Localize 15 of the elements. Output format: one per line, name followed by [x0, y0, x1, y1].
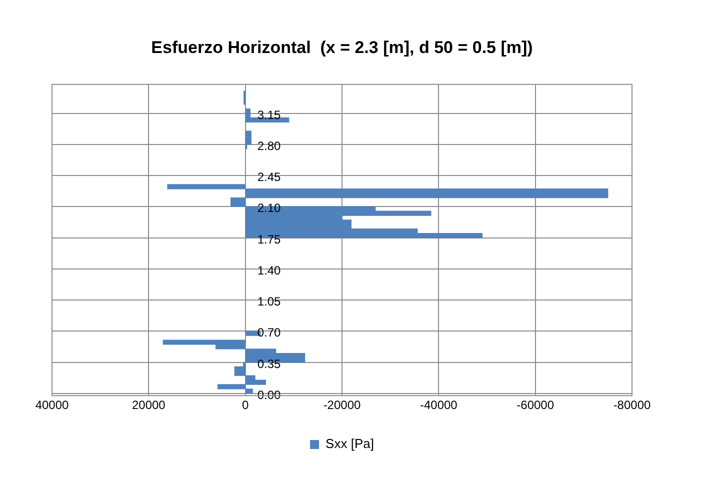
y-tick-label: 1.05 — [257, 294, 282, 309]
y-tick-label: 0.00 — [257, 388, 282, 402]
x-tick-label: -80000 — [613, 398, 652, 412]
x-tick-label: 40000 — [35, 398, 70, 412]
y-tick-label: 0.70 — [257, 326, 282, 340]
x-tick-label: 0 — [242, 398, 249, 412]
y-tick-label: 2.80 — [257, 138, 282, 153]
x-tick-label: -20000 — [323, 398, 362, 412]
chart-title: Esfuerzo Horizontal (x = 2.3 [m], d 50 = 0.5 [m]) — [151, 38, 533, 57]
x-tick-label: -40000 — [420, 398, 458, 412]
x-tick-label: 20000 — [132, 398, 166, 412]
y-tick-label: 1.40 — [257, 263, 282, 278]
legend-label: Sxx [Pa] — [326, 436, 374, 452]
y-tick-label: 2.45 — [257, 170, 282, 184]
x-tick-label: -60000 — [516, 398, 554, 412]
